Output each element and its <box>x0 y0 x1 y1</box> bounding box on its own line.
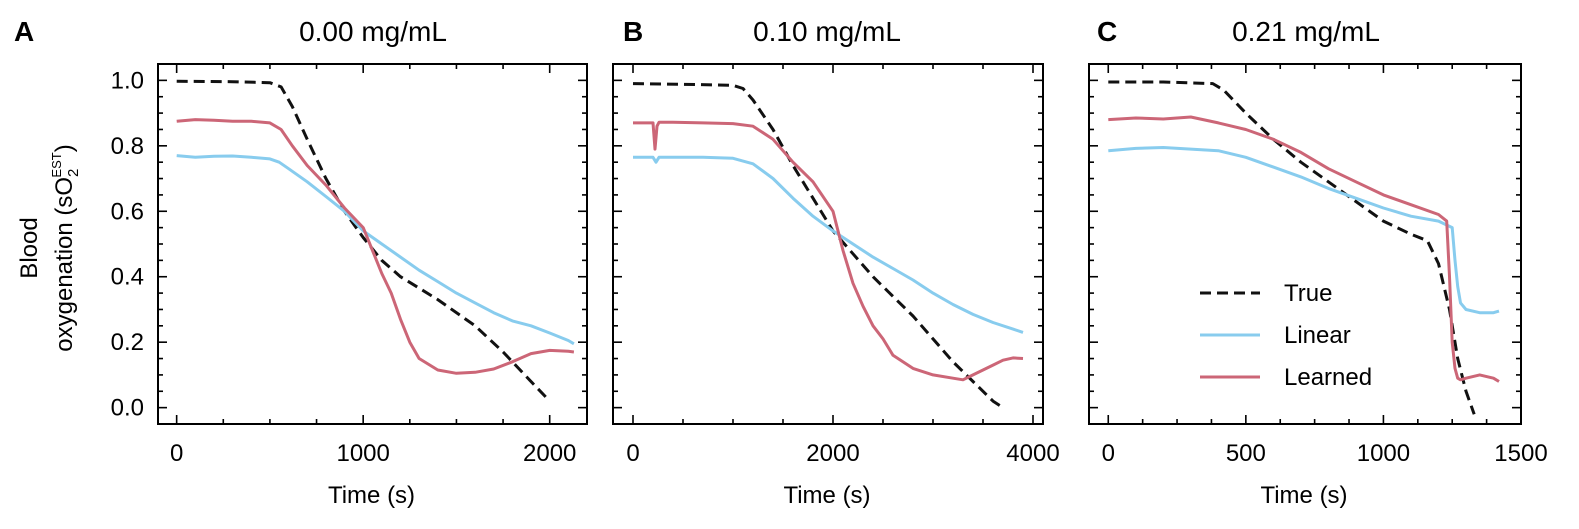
panel-b: B 0.10 mg/mL 0 2000 4000 Time (s) <box>612 16 1060 509</box>
x-tick-label: 2000 <box>523 440 576 467</box>
series-group-c <box>1108 80 1500 415</box>
x-tick-label: 1000 <box>1357 440 1410 467</box>
series-linear-line-c <box>1108 146 1500 315</box>
series-true-line-a <box>176 79 551 403</box>
series-linear-line-a <box>176 154 575 346</box>
series-learned-line-a <box>176 118 575 375</box>
y-tick-label: 1.0 <box>111 67 144 94</box>
y-tick-label: 0.6 <box>111 198 144 225</box>
legend: True Linear Learned <box>1200 280 1372 391</box>
legend-label-true: True <box>1284 280 1332 307</box>
y-axis-label-line2: oxygenation (sO2EST) <box>49 144 82 351</box>
panel-letter-c: C <box>1097 16 1117 47</box>
x-axis-label-c: Time (s) <box>1260 482 1347 509</box>
x-tick-label: 2000 <box>806 440 859 467</box>
y-axis-label: Blood oxygenation (sO2EST) <box>16 144 82 351</box>
x-tick-label: 4000 <box>1006 440 1059 467</box>
panel-title-a: 0.00 mg/mL <box>299 16 447 47</box>
y-axis-label-line1: Blood <box>16 217 43 278</box>
y-tick-label: 0.0 <box>111 395 144 422</box>
panel-letter-b: B <box>623 16 643 47</box>
y-tick-label: 0.8 <box>111 133 144 160</box>
series-group-b <box>632 82 1024 409</box>
x-tick-label: 1500 <box>1494 440 1547 467</box>
x-tick-label: 0 <box>170 440 183 467</box>
series-learned-line-c <box>1108 115 1500 383</box>
x-tick-label: 0 <box>626 440 639 467</box>
series-learned-line-b <box>633 120 1024 382</box>
series-linear-line-b <box>633 155 1024 334</box>
y-axis-label-prefix: oxygenation (sO <box>51 177 78 352</box>
x-axis-label-a: Time (s) <box>328 482 415 509</box>
panel-a: A 0.00 mg/mL 0.0 0.2 0.4 0.6 0.8 1.0 0 1000 2000 Ti… <box>14 16 588 509</box>
y-axis-label-suffix: ) <box>51 144 78 152</box>
panel-title-c: 0.21 mg/mL <box>1232 16 1380 47</box>
legend-label-learned: Learned <box>1284 364 1372 391</box>
panels: A 0.00 mg/mL 0.0 0.2 0.4 0.6 0.8 1.0 0 1000 2000 Ti… <box>14 16 1548 509</box>
axes-frame-b <box>612 63 1044 425</box>
legend-label-linear: Linear <box>1284 322 1351 349</box>
y-tick-label: 0.2 <box>111 329 144 356</box>
panel-c: C 0.21 mg/mL 0 500 1000 1500 Time (s) <box>1088 16 1548 509</box>
y-axis-label-sup: EST <box>49 152 64 177</box>
axes-frame-a <box>157 63 588 425</box>
series-true-line-b <box>632 82 1004 409</box>
panel-letter-a: A <box>14 16 34 47</box>
panel-title-b: 0.10 mg/mL <box>753 16 901 47</box>
series-group-a <box>176 79 575 403</box>
y-tick-label: 0.4 <box>111 264 144 291</box>
y-axis-label-sub: 2 <box>65 169 82 177</box>
x-tick-label: 500 <box>1226 440 1266 467</box>
x-tick-label: 1000 <box>336 440 389 467</box>
x-axis-label-b: Time (s) <box>783 482 870 509</box>
x-tick-label: 0 <box>1102 440 1115 467</box>
